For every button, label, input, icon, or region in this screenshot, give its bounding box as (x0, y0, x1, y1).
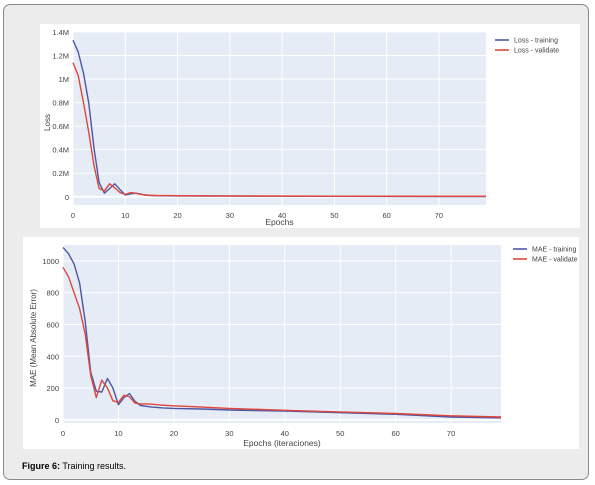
loss-series-line-validate (72, 62, 486, 198)
mae-y-tick-label: 600 (46, 320, 59, 329)
loss-x-tick-label: 20 (173, 211, 181, 220)
mae-x-tick-label: 30 (225, 429, 233, 438)
loss-y-tick-label: 1M (59, 75, 69, 84)
mae-y-tick-label: 400 (46, 352, 59, 361)
loss-legend-label: Loss - validate (514, 48, 559, 55)
mae-y-tick-label: 1000 (42, 257, 59, 266)
loss-x-tick-label: 70 (435, 211, 443, 220)
loss-plot-area (73, 32, 486, 205)
mae-x-tick-label: 10 (114, 429, 122, 438)
mae-x-axis-title: Epochs (iteraciones) (243, 438, 321, 448)
mae-y-tick-label: 800 (46, 289, 59, 298)
loss-chart: 0 10 20 30 40 50 60 70 0 0.2M 0.4M 0.6M 0.8M 1M 1.2M 1.… (43, 28, 559, 227)
mae-plot-area (63, 245, 501, 423)
mae-y-axis-title: MAE (Mean Absolute Error) (29, 289, 38, 387)
loss-y-tick-label: 0.8M (52, 99, 69, 108)
mae-y-tick-label: 200 (46, 384, 59, 393)
figure-frame: 0 10 20 30 40 50 60 70 0 0.2M 0.4M 0.6M 0.8M 1M 1.2M 1.… (3, 4, 589, 480)
figure-caption: Figure 6: Training results. (22, 461, 126, 471)
loss-x-tick-label: 10 (121, 211, 129, 220)
loss-y-tick-label: 0 (65, 193, 69, 202)
figure-caption-text: Training results. (62, 461, 127, 471)
mae-series-line-training (62, 246, 502, 419)
mae-series-line-validate (62, 266, 502, 418)
loss-x-tick-label: 30 (226, 211, 234, 220)
loss-x-tick-label: 40 (278, 211, 286, 220)
loss-x-tick-label: 50 (330, 211, 338, 220)
mae-x-tick-label: 70 (447, 429, 455, 438)
loss-y-tick-label: 1.4M (52, 28, 69, 37)
loss-y-tick-label: 1.2M (52, 52, 69, 61)
mae-chart-panel: 0 10 20 30 40 50 60 70 0 200 400 600 800 1000 Epochs (… (23, 237, 579, 449)
mae-x-tick-label: 20 (170, 429, 178, 438)
loss-y-tick-label: 0.4M (52, 146, 69, 155)
loss-x-tick-label: 60 (382, 211, 390, 220)
mae-x-tick-label: 60 (391, 429, 399, 438)
loss-y-tick-label: 0.2M (52, 169, 69, 178)
loss-y-tick-label: 0.6M (52, 122, 69, 131)
mae-chart: 0 10 20 30 40 50 60 70 0 200 400 600 800 1000 Epochs (… (29, 245, 578, 448)
mae-x-tick-label: 0 (61, 429, 65, 438)
mae-legend-label: MAE - training (532, 247, 576, 254)
loss-y-axis-title: Loss (43, 114, 52, 131)
loss-x-axis-title: Epochs (265, 217, 293, 227)
figure-caption-label: Figure 6: (22, 461, 61, 471)
loss-legend-label: Loss - training (514, 38, 558, 45)
mae-y-tick-label: 0 (55, 416, 59, 425)
loss-x-tick-label: 0 (71, 211, 75, 220)
mae-legend-label: MAE - validate (532, 257, 578, 264)
loss-chart-panel: 0 10 20 30 40 50 60 70 0 0.2M 0.4M 0.6M 0.8M 1M 1.2M 1.… (40, 24, 580, 228)
mae-x-tick-label: 40 (281, 429, 289, 438)
mae-x-tick-label: 50 (336, 429, 344, 438)
